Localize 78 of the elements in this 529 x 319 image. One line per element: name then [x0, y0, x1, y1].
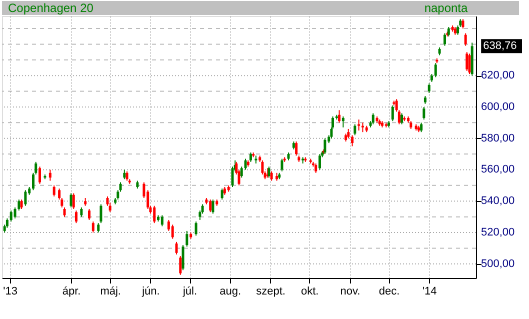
candlestick	[372, 112, 374, 125]
candlestick	[361, 122, 364, 133]
candlestick	[92, 221, 94, 234]
candlestick	[347, 128, 350, 139]
candlestick	[171, 224, 174, 240]
candlestick	[80, 206, 83, 218]
candlestick	[464, 32, 467, 46]
candlestick	[244, 158, 247, 170]
candlestick	[351, 134, 354, 147]
candlestick	[63, 206, 66, 218]
candlestick	[338, 110, 341, 124]
candlestick	[209, 199, 212, 213]
candlestick	[153, 205, 156, 224]
candlestick	[400, 112, 404, 125]
candlestick	[38, 166, 42, 184]
candlestick	[240, 166, 243, 178]
candlestick	[70, 192, 72, 208]
candlestick	[261, 160, 264, 175]
candlestick	[175, 241, 178, 255]
candlestick	[443, 32, 446, 46]
candlestick	[186, 230, 188, 248]
candlestick	[126, 170, 128, 182]
candlestick	[466, 52, 468, 72]
x-tick-label: '14	[422, 286, 437, 298]
y-tick-label: 540,00	[481, 195, 515, 208]
candlestick	[100, 204, 102, 224]
x-tick-label: ápr.	[62, 286, 81, 298]
chart-subtitle: naponta	[424, 1, 468, 15]
candlestick	[212, 199, 214, 214]
x-tick-label: jún.	[141, 286, 160, 298]
x-tick-label: aug.	[220, 286, 242, 298]
y-tick-label: 560,00	[481, 164, 515, 176]
candlestick	[358, 119, 360, 132]
candlestick	[72, 192, 75, 210]
candlestick	[123, 169, 126, 180]
candlestick	[428, 82, 430, 94]
candlestick	[280, 158, 284, 172]
candlestick	[48, 169, 52, 182]
candlestick	[18, 199, 20, 212]
x-tick-label: dec.	[378, 286, 400, 298]
x-tick-label: júl.	[182, 286, 198, 298]
x-tick-label: szept.	[256, 286, 286, 298]
x-tick-label: nov.	[340, 286, 360, 298]
candlestick	[462, 18, 464, 30]
candlestick	[6, 218, 8, 228]
y-tick-label: 620,00	[481, 70, 515, 82]
y-tick-label: 500,00	[481, 258, 515, 270]
candlestick	[354, 124, 356, 136]
x-tick-label: '13	[3, 286, 18, 298]
x-tick-label: máj.	[100, 286, 121, 298]
candlestick	[220, 188, 224, 200]
candlestick	[74, 210, 78, 224]
candlestick	[295, 141, 298, 156]
candlestick	[97, 222, 100, 234]
candlestick	[160, 214, 164, 227]
candlestick	[249, 152, 252, 162]
candlestick	[420, 122, 423, 133]
candlestick	[179, 256, 182, 276]
candlestick	[20, 199, 23, 210]
annotation: 638,76	[483, 40, 517, 52]
candlestick	[194, 221, 198, 236]
candlestick	[342, 116, 344, 128]
x-tick-label: okt.	[300, 286, 319, 298]
candlestick	[422, 106, 426, 120]
candlestick	[24, 190, 27, 206]
candlestick	[14, 206, 16, 219]
candlestick	[10, 210, 12, 222]
y-tick-label: 600,00	[481, 100, 515, 113]
candlestick	[270, 170, 273, 182]
candlestick	[314, 162, 318, 174]
candlestick	[468, 53, 471, 75]
y-tick-label: 520,00	[481, 226, 515, 239]
y-tick-label: 580,00	[481, 132, 515, 144]
candlestick	[88, 208, 90, 220]
candlestick	[52, 184, 56, 197]
candlestick	[182, 244, 184, 271]
chart-title: Copenhagen 20	[8, 1, 94, 15]
candlestick	[318, 154, 321, 170]
